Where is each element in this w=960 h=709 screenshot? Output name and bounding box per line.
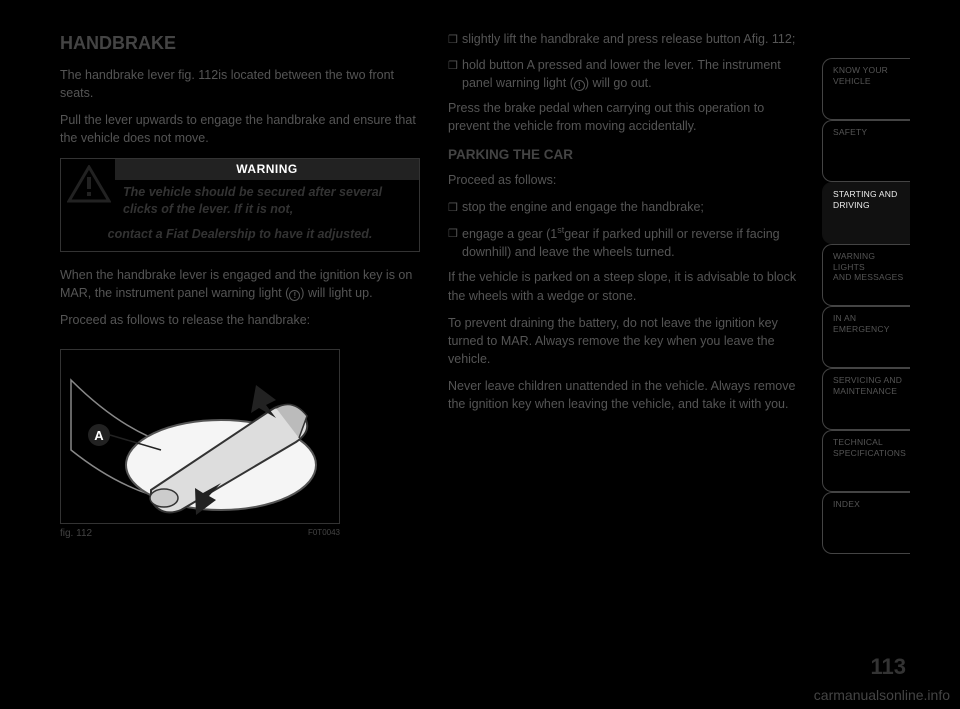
bullet-icon bbox=[448, 224, 458, 261]
warning-triangle-icon bbox=[67, 165, 111, 203]
tab-starting-and-driving[interactable]: STARTING AND DRIVING bbox=[822, 182, 910, 244]
figure-label-a: A bbox=[94, 428, 104, 443]
warning-light-icon: ! bbox=[289, 290, 300, 301]
tab-label: SERVICING AND MAINTENANCE bbox=[833, 375, 902, 396]
list-item: hold button A pressed and lower the leve… bbox=[448, 56, 808, 92]
page-number: 113 bbox=[871, 654, 907, 680]
intro-paragraph: Pull the lever upwards to engage the han… bbox=[60, 111, 420, 147]
tab-label: INDEX bbox=[833, 499, 860, 510]
watermark: carmanualsonline.info bbox=[814, 687, 950, 703]
page-heading: HANDBRAKE bbox=[60, 30, 420, 56]
bullet-icon bbox=[448, 30, 458, 49]
body-paragraph: To prevent draining the battery, do not … bbox=[448, 314, 808, 368]
bullet-icon bbox=[448, 56, 458, 92]
warning-body: contact a Fiat Dealership to have it adj… bbox=[61, 226, 419, 251]
tab-label: SAFETY bbox=[833, 127, 867, 138]
warning-box: WARNING The vehicle should be secured af… bbox=[60, 158, 420, 252]
body-paragraph: If the vehicle is parked on a steep slop… bbox=[448, 268, 808, 304]
tab-in-an-emergency[interactable]: IN AN EMERGENCY bbox=[822, 306, 910, 368]
text-span: engage a gear (1 bbox=[462, 227, 557, 241]
handbrake-illustration: A bbox=[61, 350, 341, 525]
tab-warning-lights[interactable]: WARNING LIGHTS AND MESSAGES bbox=[822, 244, 910, 306]
tab-index[interactable]: INDEX bbox=[822, 492, 910, 554]
tab-label: STARTING AND DRIVING bbox=[833, 189, 897, 210]
intro-paragraph: The handbrake lever fig. 112is located b… bbox=[60, 66, 420, 102]
bullet-icon bbox=[448, 198, 458, 217]
left-column: HANDBRAKE The handbrake lever fig. 112is… bbox=[60, 30, 420, 541]
tab-safety[interactable]: SAFETY bbox=[822, 120, 910, 182]
body-paragraph: Proceed as follows to release the handbr… bbox=[60, 311, 420, 329]
bullet-text: engage a gear (1stgear if parked uphill … bbox=[462, 224, 808, 261]
text-span: will go out. bbox=[589, 76, 652, 90]
list-item: engage a gear (1stgear if parked uphill … bbox=[448, 224, 808, 261]
bullet-text: stop the engine and engage the handbrake… bbox=[462, 198, 808, 217]
figure-caption: fig. 112 F0T0043 bbox=[60, 527, 340, 542]
body-paragraph: Proceed as follows: bbox=[448, 171, 808, 189]
tab-label: IN AN EMERGENCY bbox=[833, 313, 904, 334]
body-paragraph: When the handbrake lever is engaged and … bbox=[60, 266, 420, 302]
warning-title: WARNING bbox=[115, 159, 419, 180]
bullet-text: slightly lift the handbrake and press re… bbox=[462, 30, 808, 49]
text-span: will light up. bbox=[304, 286, 372, 300]
list-item: slightly lift the handbrake and press re… bbox=[448, 30, 808, 49]
tab-servicing-maintenance[interactable]: SERVICING AND MAINTENANCE bbox=[822, 368, 910, 430]
bullet-text: hold button A pressed and lower the leve… bbox=[462, 56, 808, 92]
tab-label: WARNING LIGHTS AND MESSAGES bbox=[833, 251, 904, 283]
section-heading: PARKING THE CAR bbox=[448, 145, 808, 165]
tab-know-your-vehicle[interactable]: KNOW YOUR VEHICLE bbox=[822, 58, 910, 120]
tab-technical-specs[interactable]: TECHNICAL SPECIFICATIONS bbox=[822, 430, 910, 492]
right-column: slightly lift the handbrake and press re… bbox=[448, 30, 808, 541]
tab-label: TECHNICAL SPECIFICATIONS bbox=[833, 437, 906, 458]
manual-page: HANDBRAKE The handbrake lever fig. 112is… bbox=[60, 30, 910, 680]
warning-light-icon: ! bbox=[574, 80, 585, 91]
tab-label: KNOW YOUR VEHICLE bbox=[833, 65, 888, 86]
figure-code: F0T0043 bbox=[308, 527, 340, 542]
body-paragraph: Never leave children unattended in the v… bbox=[448, 377, 808, 413]
content-columns: HANDBRAKE The handbrake lever fig. 112is… bbox=[60, 30, 910, 541]
section-tabs: KNOW YOUR VEHICLE SAFETY STARTING AND DR… bbox=[822, 58, 910, 554]
body-paragraph: Press the brake pedal when carrying out … bbox=[448, 99, 808, 135]
list-item: stop the engine and engage the handbrake… bbox=[448, 198, 808, 217]
warning-body: The vehicle should be secured after seve… bbox=[61, 180, 419, 226]
figure-number: fig. 112 bbox=[60, 527, 92, 542]
handbrake-figure: A bbox=[60, 349, 340, 524]
